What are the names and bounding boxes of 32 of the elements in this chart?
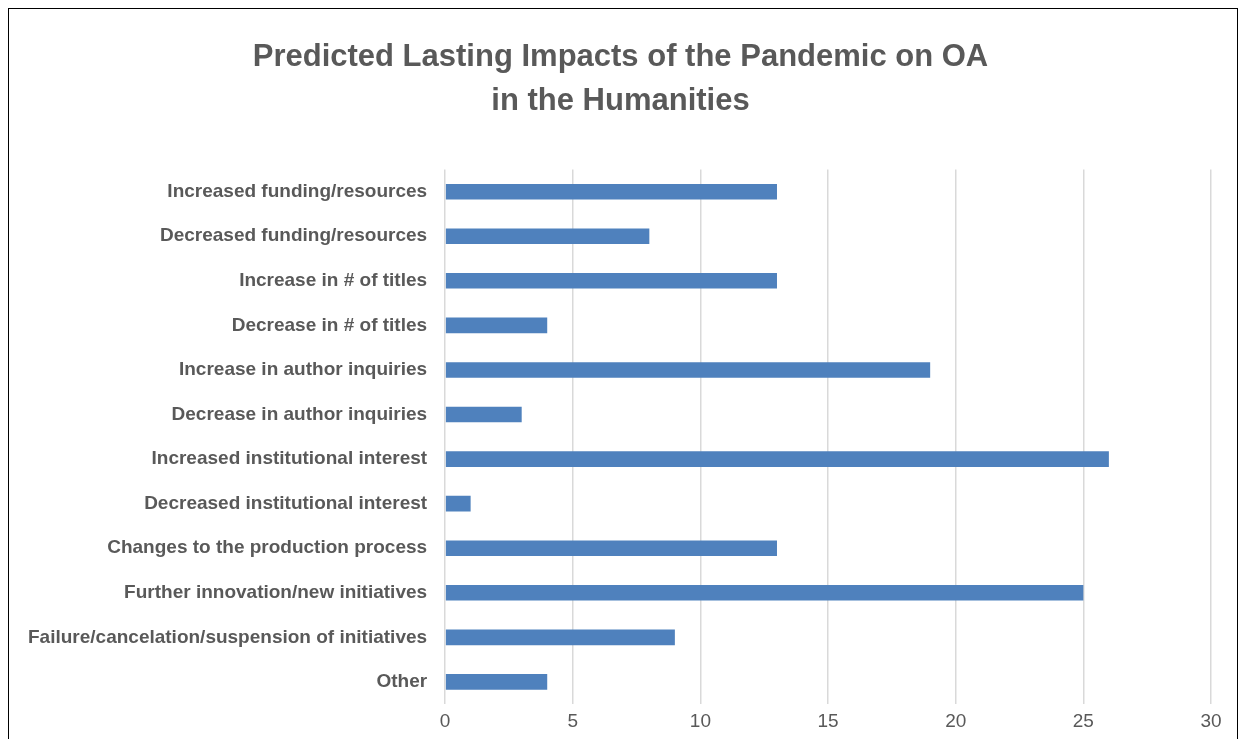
y-tick-label: Decrease in # of titles bbox=[231, 313, 428, 335]
y-tick-label: Increased funding/resources bbox=[167, 179, 428, 201]
x-tick-label: 0 bbox=[439, 709, 451, 731]
y-tick-label: Increase in author inquiries bbox=[178, 358, 428, 380]
x-tick-label: 20 bbox=[945, 709, 967, 731]
y-tick-label: Failure/cancelation/suspension of initiatives bbox=[27, 625, 428, 647]
x-tick-label: 15 bbox=[817, 709, 839, 731]
bar bbox=[445, 495, 471, 512]
y-tick-label: Changes to the production process bbox=[107, 536, 428, 558]
bar bbox=[445, 584, 1084, 601]
bar bbox=[445, 540, 777, 557]
bar bbox=[445, 451, 1109, 467]
chart-title: Predicted Lasting Impacts of the Pandemic on OA in the Humanities bbox=[251, 37, 990, 119]
bar bbox=[445, 362, 931, 378]
x-tick-label: 5 bbox=[567, 709, 579, 731]
y-tick-label: Increase in # of titles bbox=[239, 269, 428, 291]
bar bbox=[445, 317, 548, 334]
bar bbox=[445, 406, 522, 423]
x-tick-label: 30 bbox=[1200, 709, 1222, 731]
bar bbox=[445, 183, 777, 200]
x-tick-label: 10 bbox=[689, 709, 711, 731]
y-tick-label: Decreased institutional interest bbox=[144, 491, 428, 513]
y-tick-label: Decreased funding/resources bbox=[159, 224, 428, 246]
y-tick-label: Other bbox=[376, 670, 428, 692]
y-tick-label: Decrease in author inquiries bbox=[171, 402, 428, 424]
bar bbox=[445, 273, 777, 289]
bar bbox=[445, 629, 675, 646]
bar bbox=[445, 674, 548, 690]
bar bbox=[445, 228, 650, 245]
y-tick-label: Increased institutional interest bbox=[151, 447, 428, 469]
x-tick-label: 25 bbox=[1072, 709, 1094, 731]
y-tick-label: Further innovation/new initiatives bbox=[124, 581, 428, 603]
